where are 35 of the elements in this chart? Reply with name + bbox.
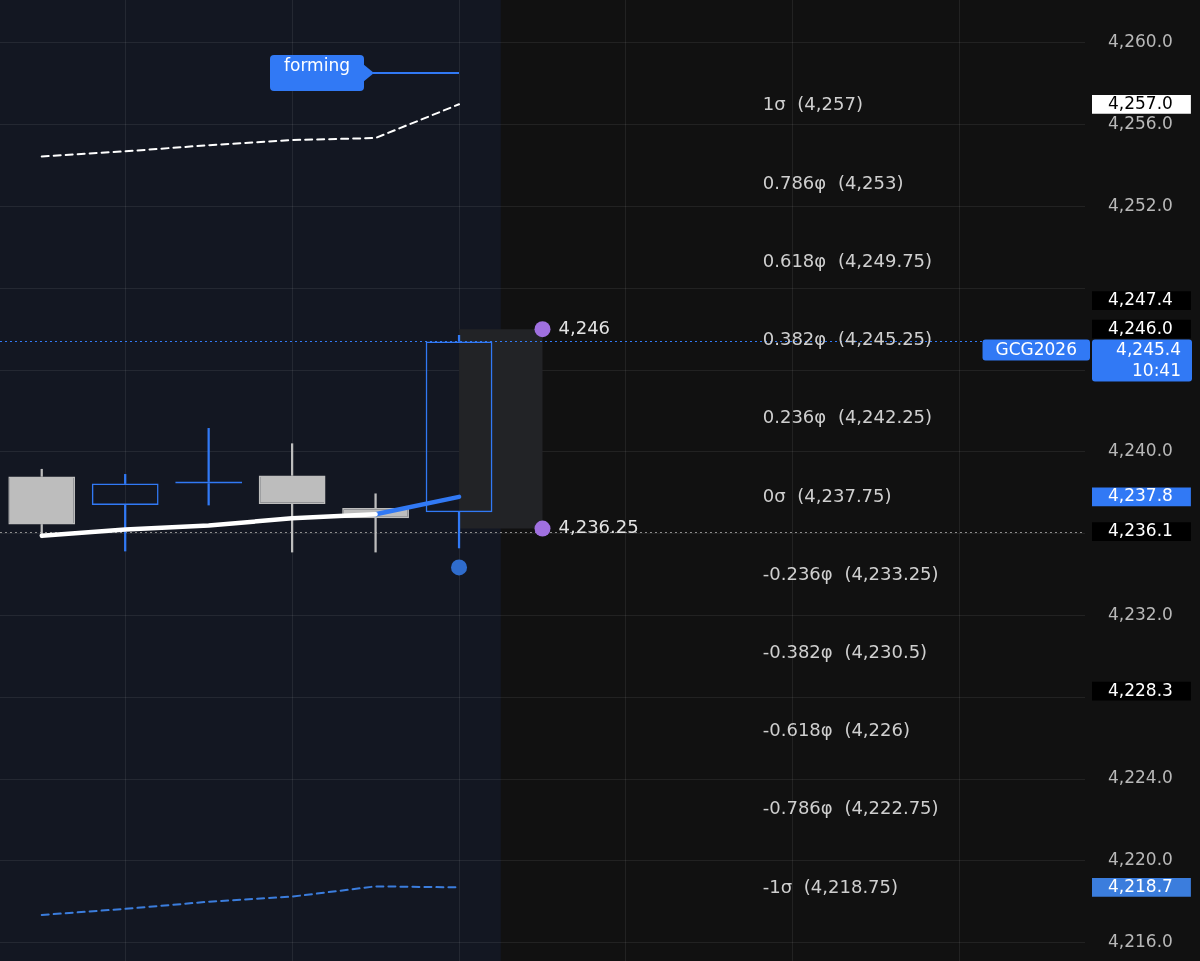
annotation: 0.236φ (4,242.25) — [762, 406, 933, 428]
y-tick-label: 4,260.0 — [1108, 31, 1173, 52]
data-label: 4,236.25 — [558, 516, 639, 538]
y-tick-label: 4,228.3 — [1108, 679, 1173, 700]
y-tick-label: 4,218.7 — [1108, 875, 1173, 896]
ref-line-label: 4,245.4 10:41 — [1116, 339, 1181, 381]
y-tick-label: 4,216.0 — [1108, 931, 1173, 952]
annotation: 0.618φ (4,249.75) — [762, 249, 933, 271]
line-series — [40, 103, 461, 158]
annotation: 0.786φ (4,253) — [762, 171, 904, 193]
point — [451, 559, 468, 576]
point — [534, 520, 551, 537]
annotation: -0.236φ (4,233.25) — [762, 562, 939, 584]
y-tick-label: 4,240.0 — [1108, 440, 1173, 461]
y-tick-label: 4,232.0 — [1108, 603, 1173, 624]
annotation: -0.382φ (4,230.5) — [762, 640, 928, 662]
data-label: 4,246 — [558, 316, 611, 338]
y-tick-label: 4,220.0 — [1108, 849, 1173, 870]
annotation: 0σ (4,237.75) — [762, 484, 892, 506]
y-tick-label: 4,224.0 — [1108, 767, 1173, 788]
annotation: GCG2026 — [995, 339, 1077, 360]
annotation: -1σ (4,218.75) — [762, 875, 899, 897]
annotation: 0.382φ (4,245.25) — [762, 328, 933, 350]
y-tick-label: 4,252.0 — [1108, 194, 1173, 215]
y-tick-label: 4,256.0 — [1108, 113, 1173, 134]
y-tick-label: 4,247.4 — [1108, 288, 1173, 309]
annotation: 1σ (4,257) — [762, 93, 863, 115]
y-tick-label: 4,246.0 — [1108, 317, 1173, 338]
annotation: -0.786φ (4,222.75) — [762, 797, 939, 819]
point — [534, 321, 551, 338]
annotation: -0.618φ (4,226) — [762, 719, 910, 741]
y-tick-label: 4,237.8 — [1108, 485, 1173, 506]
y-tick-label: 4,257.0 — [1108, 92, 1173, 113]
y-tick-label: 4,236.1 — [1108, 520, 1173, 541]
annotation: forming — [270, 55, 364, 91]
